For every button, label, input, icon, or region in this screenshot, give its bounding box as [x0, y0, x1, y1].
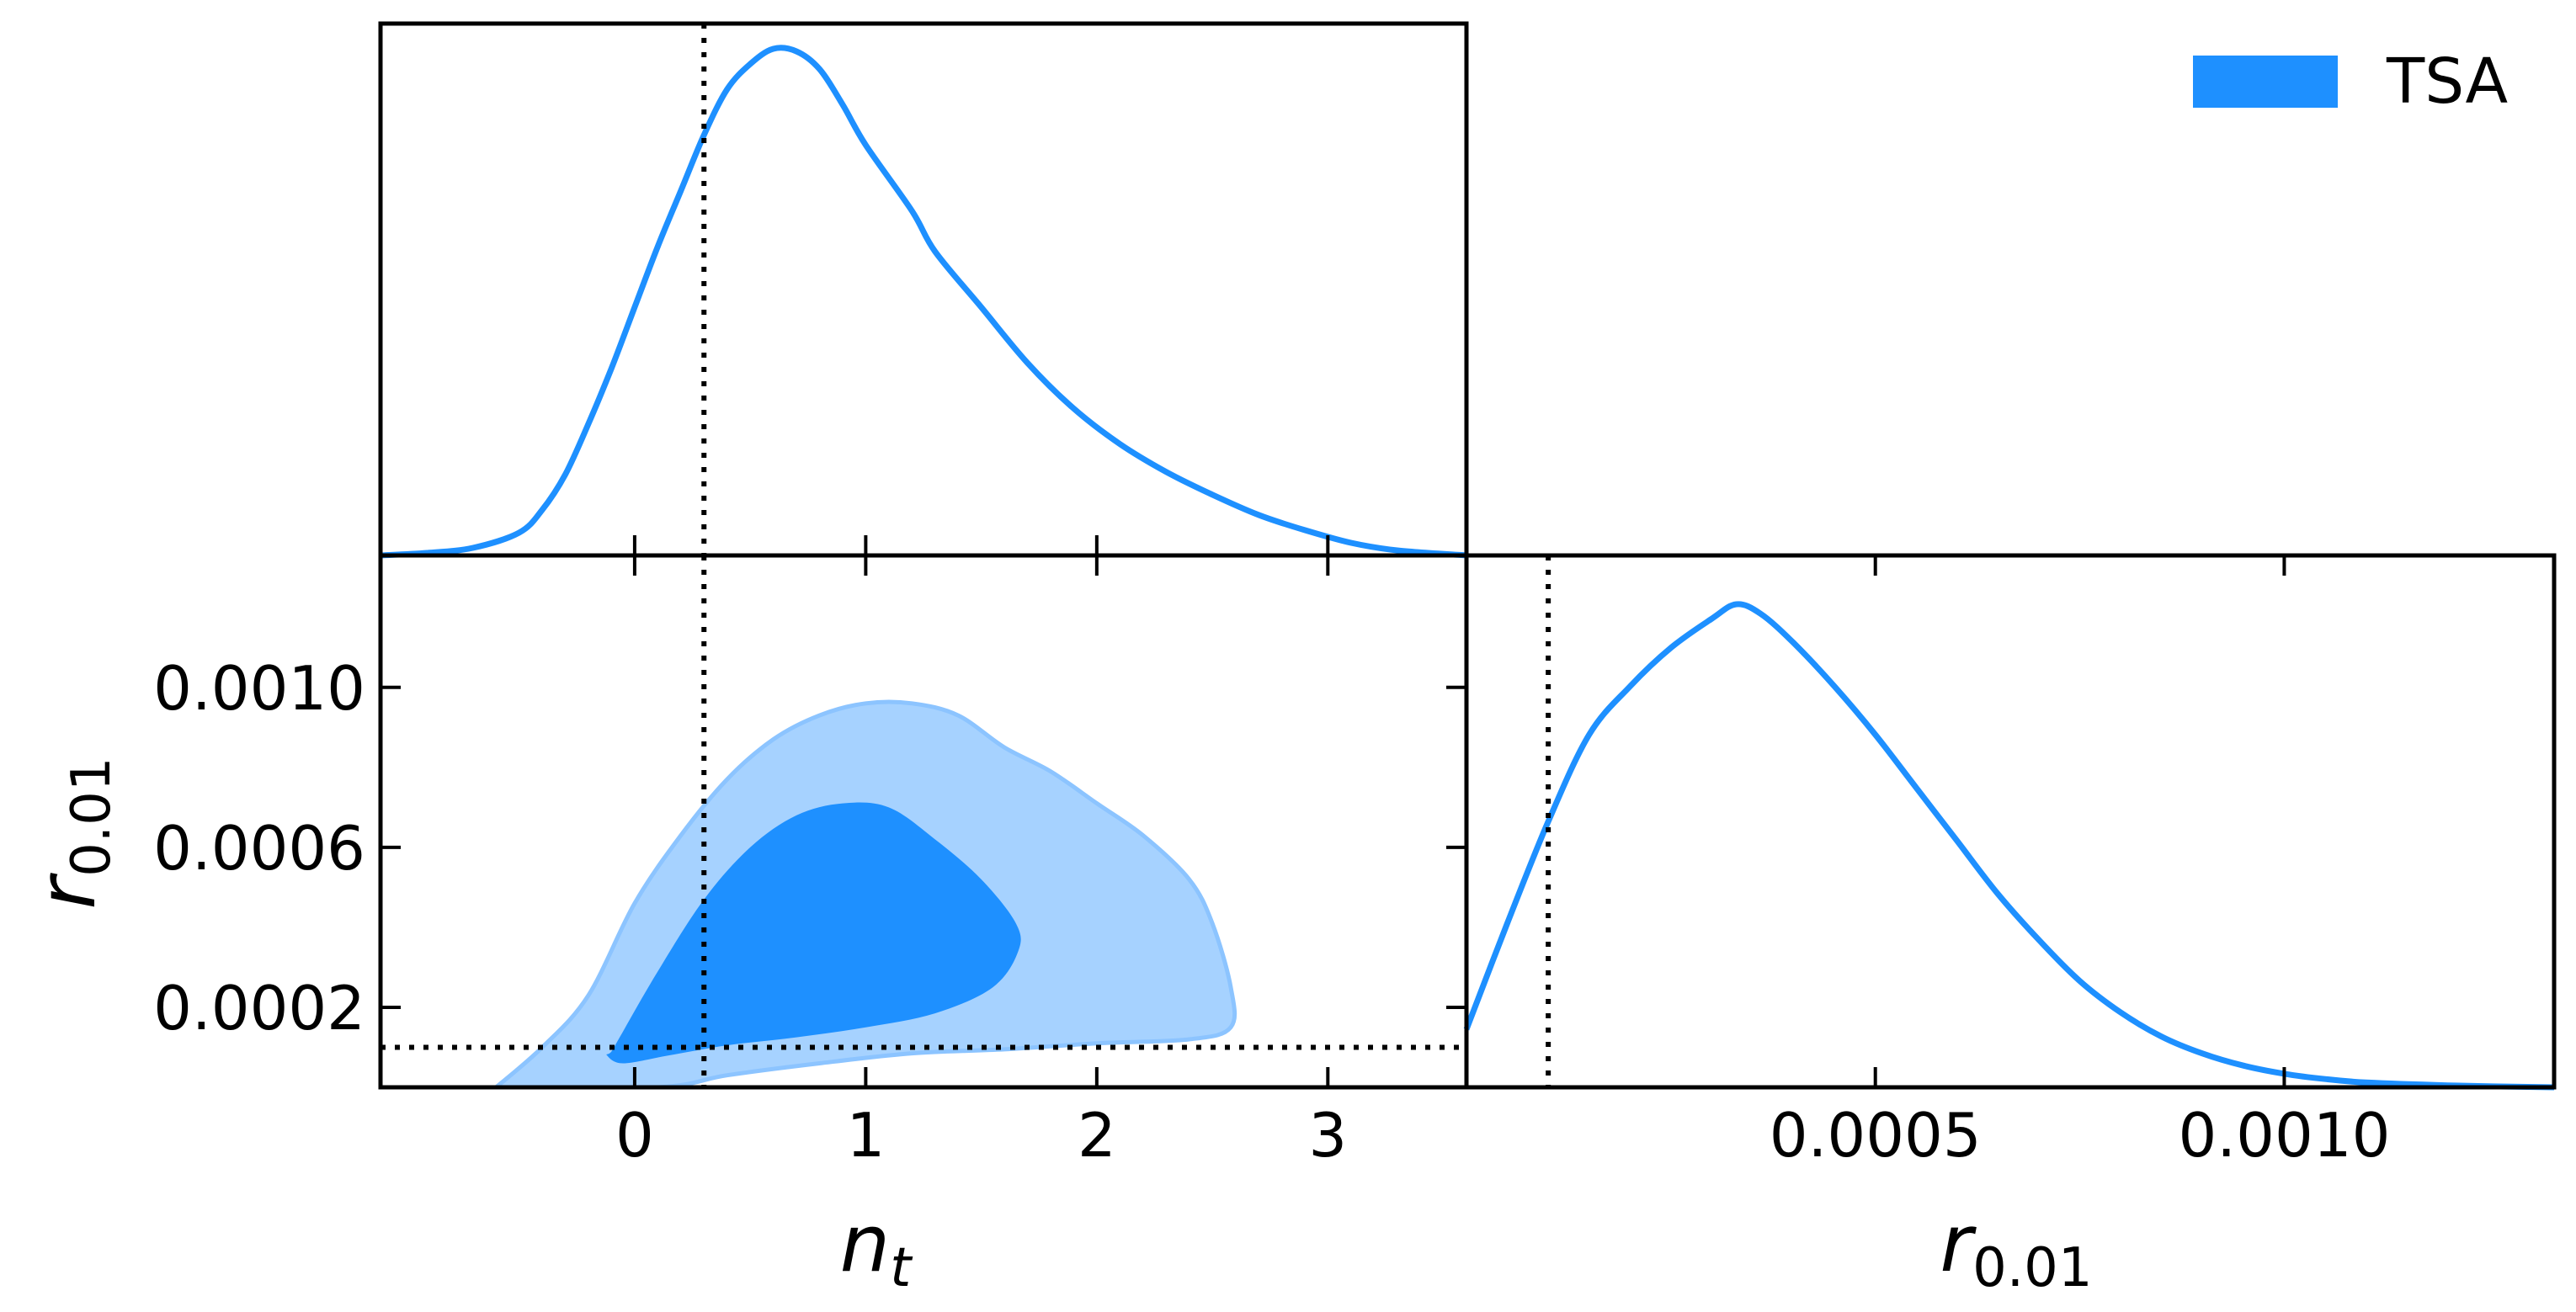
joint-ytick-label-1: 0.0006	[153, 813, 365, 884]
y-axis-label-r: r0.01	[22, 757, 123, 909]
nt-marginal-ticks	[632, 535, 1330, 555]
contour-68-region	[606, 802, 1021, 1064]
nt-marginal-frame	[378, 21, 1469, 558]
r-marginal-panel: 0.0005 0.0010	[1463, 553, 2557, 1171]
x-axis-label-r: r0.01	[1940, 1198, 2092, 1299]
legend: TSA	[2193, 45, 2509, 118]
joint-xtick-label-2: 2	[1078, 1100, 1116, 1171]
joint-contour-panel: 0 1 2 3 0.0002 0.0006 0.0010	[153, 553, 1469, 1171]
x-axis-label-nt-base: n	[840, 1198, 891, 1290]
x-axis-label-r-base: r	[1940, 1198, 1977, 1290]
r-marginal-xtick-label-1: 0.0010	[2178, 1100, 2390, 1171]
y-axis-label-r-base: r	[22, 873, 114, 910]
x-axis-label-nt-sub: t	[890, 1237, 913, 1299]
legend-label-tsa: TSA	[2386, 45, 2509, 118]
y-axis-label-r-sub: 0.01	[61, 757, 123, 877]
nt-marginal-curve	[380, 45, 1467, 559]
r-marginal-xtick-label-0: 0.0005	[1770, 1100, 1982, 1171]
r-marginal-ticks: 0.0005 0.0010	[1770, 555, 2390, 1171]
joint-ticks: 0 1 2 3 0.0002 0.0006 0.0010	[153, 555, 1466, 1171]
r-marginal-curve	[1463, 601, 2555, 1091]
r-marginal-frame	[1464, 553, 2557, 1090]
joint-xtick-label-1: 1	[846, 1100, 885, 1171]
joint-ytick-label-0: 0.0002	[153, 973, 365, 1044]
x-axis-label-r-sub: 0.01	[1972, 1237, 2093, 1299]
x-axis-label-nt: nt	[840, 1198, 914, 1299]
nt-marginal-panel	[378, 21, 1469, 559]
joint-ytick-label-2: 0.0010	[153, 653, 365, 724]
legend-swatch-tsa	[2193, 56, 2338, 108]
joint-xtick-label-0: 0	[615, 1100, 654, 1171]
joint-xtick-label-3: 3	[1308, 1100, 1347, 1171]
